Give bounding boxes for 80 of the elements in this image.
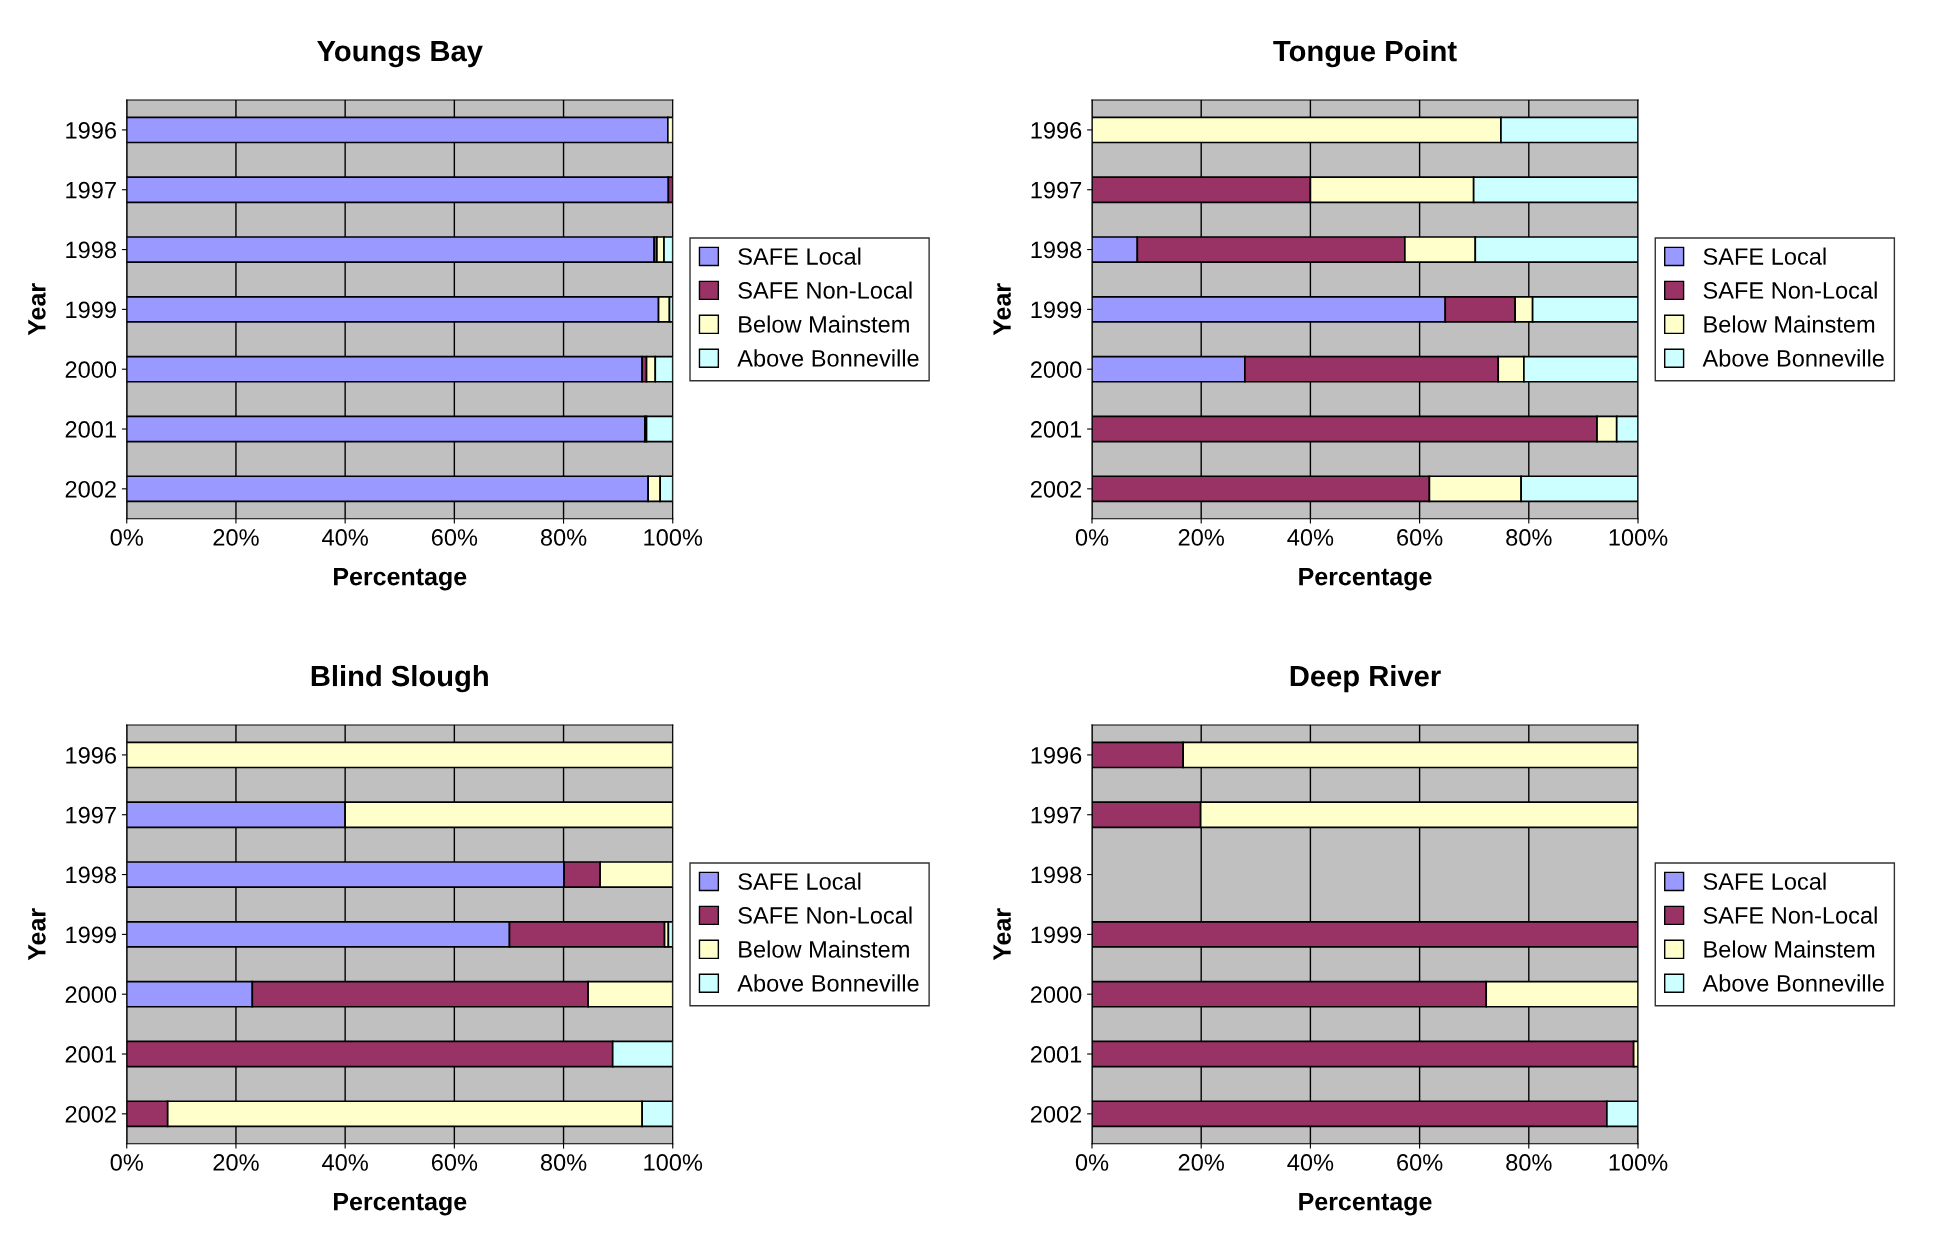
y-tick-label: 2000 xyxy=(1030,986,1082,1003)
y-tick-label: 1997 xyxy=(66,181,116,199)
x-tick-label: 20% xyxy=(213,529,259,546)
y-tick-label: 2001 xyxy=(1030,421,1082,438)
y-tick-label: 1999 xyxy=(1031,301,1082,319)
y-tick-label: 1999 xyxy=(66,301,116,319)
x-tick-label: 80% xyxy=(1506,1154,1552,1171)
y-axis-title: Year xyxy=(993,283,1011,336)
legend-label: SAFE Non-Local xyxy=(1703,906,1877,924)
y-tick-label: 1996 xyxy=(66,746,116,764)
chart-title: Blind Slough xyxy=(311,664,488,693)
legend-label: SAFE Local xyxy=(1703,247,1826,265)
legend-label: SAFE Local xyxy=(1703,872,1826,890)
x-tick-label: 40% xyxy=(1287,529,1334,546)
y-tick-label: 2000 xyxy=(65,986,117,1003)
y-tick-label: 2002 xyxy=(65,1105,116,1123)
x-tick-label: 0% xyxy=(110,1154,143,1171)
legend-label: SAFE Local xyxy=(738,247,861,265)
y-tick-label: 1997 xyxy=(66,806,116,824)
y-tick-label: 1998 xyxy=(66,866,117,884)
x-tick-label: 100% xyxy=(1609,529,1668,546)
y-axis-title: Year xyxy=(28,908,46,961)
legend-label: SAFE Non-Local xyxy=(738,906,912,924)
y-tick-label: 1998 xyxy=(66,241,117,259)
y-tick-label: 2001 xyxy=(1030,1046,1082,1063)
x-tick-label: 60% xyxy=(431,529,478,546)
legend-label: Below Mainstem xyxy=(739,315,909,333)
x-tick-label: 40% xyxy=(322,1154,368,1171)
chart-title: Youngs Bay xyxy=(317,41,483,68)
x-tick-label: 0% xyxy=(110,529,143,546)
x-tick-label: 0% xyxy=(1075,529,1109,546)
x-tick-label: 20% xyxy=(1178,1154,1224,1171)
x-tick-label: 0% xyxy=(1075,1154,1109,1171)
x-tick-label: 80% xyxy=(1506,529,1552,546)
x-tick-label: 60% xyxy=(1397,1154,1443,1171)
legend-label: SAFE Non-Local xyxy=(738,281,912,299)
x-tick-label: 20% xyxy=(1178,529,1224,546)
x-axis-title: Percentage xyxy=(334,567,467,591)
legend-label: Below Mainstem xyxy=(1704,315,1875,333)
x-tick-label: 80% xyxy=(540,1154,587,1171)
x-tick-label: 100% xyxy=(1609,1154,1668,1171)
legend-label: Below Mainstem xyxy=(739,940,909,958)
x-tick-label: 40% xyxy=(1287,1154,1334,1171)
x-tick-label: 40% xyxy=(322,529,368,546)
x-tick-label: 60% xyxy=(1397,529,1443,546)
legend-label: SAFE Local xyxy=(738,872,861,890)
y-tick-label: 1996 xyxy=(1031,746,1082,764)
y-tick-label: 1998 xyxy=(1031,866,1082,884)
y-tick-label: 1997 xyxy=(1031,181,1082,199)
y-tick-label: 2000 xyxy=(1030,361,1082,378)
legend-label: Above Bonneville xyxy=(737,974,919,992)
x-axis-title: Percentage xyxy=(1299,567,1432,591)
y-tick-label: 1998 xyxy=(1031,241,1082,259)
x-tick-label: 60% xyxy=(431,1154,478,1171)
y-tick-label: 2002 xyxy=(65,480,116,498)
y-tick-label: 1999 xyxy=(1031,926,1082,944)
legend-label: SAFE Non-Local xyxy=(1703,281,1877,299)
y-tick-label: 2000 xyxy=(65,361,117,378)
y-tick-label: 2001 xyxy=(65,1046,116,1063)
legend-label: Above Bonneville xyxy=(737,349,919,367)
legend-label: Above Bonneville xyxy=(1702,349,1884,367)
y-tick-label: 1996 xyxy=(66,121,116,139)
y-tick-label: 2002 xyxy=(1030,1105,1082,1123)
x-tick-label: 100% xyxy=(644,1154,703,1171)
y-tick-label: 1997 xyxy=(1031,806,1082,824)
y-tick-label: 2001 xyxy=(65,421,116,438)
x-axis-title: Percentage xyxy=(334,1192,467,1216)
x-tick-label: 80% xyxy=(540,529,587,546)
y-tick-label: 1996 xyxy=(1031,121,1082,139)
y-axis-title: Year xyxy=(28,283,46,336)
legend-label: Below Mainstem xyxy=(1704,940,1875,958)
y-tick-label: 2002 xyxy=(1030,480,1082,498)
y-tick-label: 1999 xyxy=(66,926,116,944)
chart-title: Deep River xyxy=(1290,664,1441,693)
x-axis-title: Percentage xyxy=(1299,1192,1432,1216)
chart-title: Tongue Point xyxy=(1273,39,1457,68)
x-tick-label: 20% xyxy=(213,1154,259,1171)
legend-label: Above Bonneville xyxy=(1702,974,1884,992)
y-axis-title: Year xyxy=(993,908,1011,961)
x-tick-label: 100% xyxy=(644,529,703,546)
